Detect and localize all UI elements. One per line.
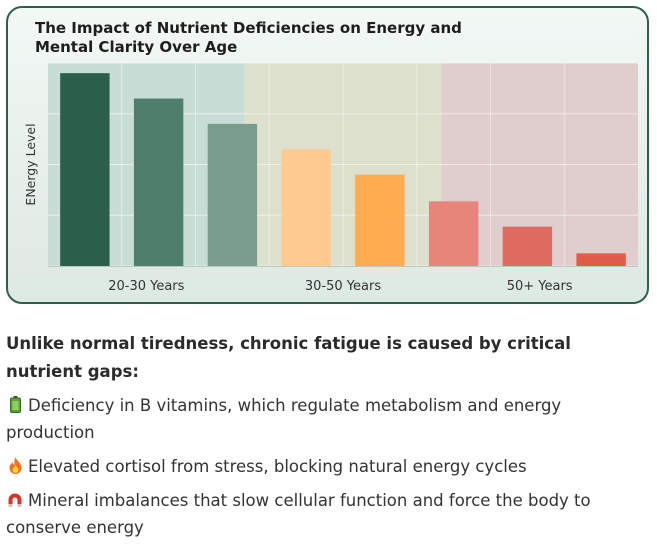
bar (428, 201, 479, 266)
bar (207, 123, 258, 267)
bar (576, 253, 626, 266)
x-tick-label: 30-50 Years (305, 279, 381, 294)
list-item-text: Deficiency in B vitamins, which regulate… (6, 396, 562, 442)
bar (281, 149, 331, 266)
magnet-icon (6, 487, 24, 514)
list-item: Mineral imbalances that slow cellular fu… (6, 487, 651, 541)
fire-icon (6, 453, 24, 480)
chart-card: The Impact of Nutrient Deficiencies on E… (6, 6, 649, 304)
intro-paragraph: Unlike normal tiredness, chronic fatigue… (6, 334, 571, 381)
list-item-text: Mineral imbalances that slow cellular fu… (6, 491, 591, 537)
bar (60, 73, 110, 267)
cause-list: Deficiency in B vitamins, which regulate… (6, 392, 651, 541)
bar (355, 174, 405, 266)
bar (502, 226, 553, 266)
chart-title: The Impact of Nutrient Deficiencies on E… (35, 19, 462, 56)
article-text: Unlike normal tiredness, chronic fatigue… (6, 330, 651, 548)
bar-chart: 20-30 Years 30-50 Years 50+ Years ENergy Le… (23, 62, 638, 294)
y-axis-label: ENergy Level (23, 123, 38, 205)
x-tick-label: 50+ Years (507, 279, 573, 294)
x-tick-label: 20-30 Years (108, 279, 184, 294)
list-item-text: Elevated cortisol from stress, blocking … (28, 457, 527, 476)
battery-icon (6, 392, 24, 419)
list-item: Deficiency in B vitamins, which regulate… (6, 392, 651, 446)
bar (133, 98, 184, 267)
list-item: Elevated cortisol from stress, blocking … (6, 453, 651, 480)
